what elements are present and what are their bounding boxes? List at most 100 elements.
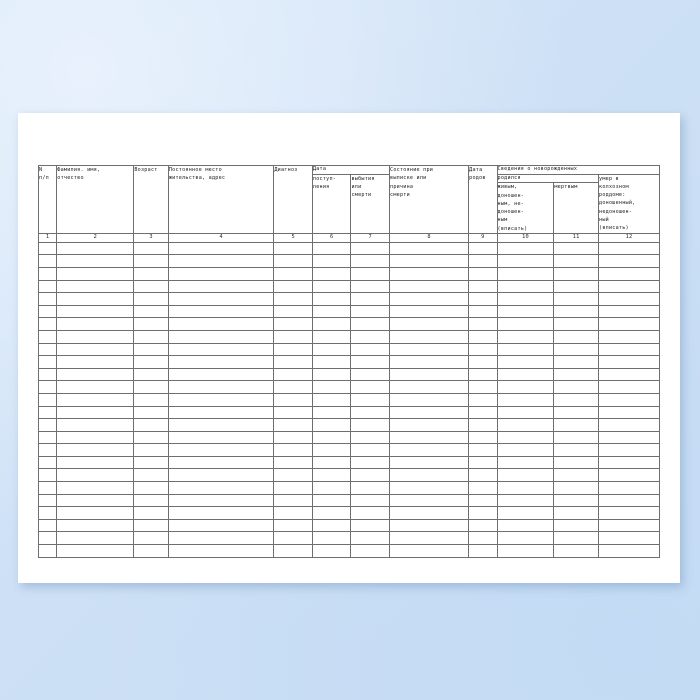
table-cell[interactable]: [311, 292, 352, 306]
table-cell[interactable]: [311, 380, 352, 394]
table-cell[interactable]: [553, 468, 599, 483]
table-cell[interactable]: [56, 241, 135, 256]
table-cell[interactable]: [37, 342, 58, 357]
table-cell[interactable]: [496, 329, 555, 344]
table-cell[interactable]: [468, 254, 498, 268]
table-cell[interactable]: [133, 531, 169, 546]
table-cell[interactable]: [56, 317, 135, 331]
table-cell[interactable]: [133, 241, 169, 256]
table-cell[interactable]: [598, 468, 660, 483]
table-cell[interactable]: [133, 355, 169, 369]
table-cell[interactable]: [273, 304, 313, 319]
table-cell[interactable]: [553, 380, 599, 394]
table-cell[interactable]: [311, 279, 352, 294]
table-cell[interactable]: [311, 392, 352, 407]
table-cell[interactable]: [350, 266, 390, 281]
table-cell[interactable]: [273, 266, 313, 281]
table-cell[interactable]: [388, 443, 470, 457]
table-row[interactable]: [37, 292, 660, 306]
table-cell[interactable]: [167, 329, 275, 344]
table-row[interactable]: [37, 481, 660, 495]
table-row[interactable]: [37, 493, 660, 508]
table-cell[interactable]: [56, 506, 135, 520]
table-cell[interactable]: [553, 493, 599, 508]
table-cell[interactable]: [598, 405, 660, 420]
table-row[interactable]: [37, 254, 660, 268]
table-cell[interactable]: [553, 254, 599, 268]
table-cell[interactable]: [388, 518, 470, 533]
table-cell[interactable]: [496, 342, 555, 357]
table-cell[interactable]: [311, 418, 352, 432]
table-cell[interactable]: [56, 468, 135, 483]
table-cell[interactable]: [598, 342, 660, 357]
table-cell[interactable]: [468, 443, 498, 457]
table-cell[interactable]: [553, 342, 599, 357]
table-cell[interactable]: [273, 531, 313, 546]
table-cell[interactable]: [167, 254, 275, 268]
table-cell[interactable]: [273, 329, 313, 344]
table-cell[interactable]: [496, 405, 555, 420]
table-cell[interactable]: [350, 518, 390, 533]
table-cell[interactable]: [388, 531, 470, 546]
table-row[interactable]: [37, 317, 660, 331]
table-cell[interactable]: [598, 367, 660, 382]
table-cell[interactable]: [133, 317, 169, 331]
table-cell[interactable]: [273, 292, 313, 306]
table-cell[interactable]: [496, 367, 555, 382]
table-cell[interactable]: [496, 279, 555, 294]
table-cell[interactable]: [598, 304, 660, 319]
table-cell[interactable]: [496, 506, 555, 520]
table-cell[interactable]: [56, 329, 135, 344]
table-cell[interactable]: [133, 292, 169, 306]
table-cell[interactable]: [553, 304, 599, 319]
table-cell[interactable]: [598, 392, 660, 407]
table-cell[interactable]: [56, 367, 135, 382]
table-cell[interactable]: [311, 342, 352, 357]
table-cell[interactable]: [553, 266, 599, 281]
table-cell[interactable]: [273, 342, 313, 357]
table-cell[interactable]: [311, 241, 352, 256]
table-cell[interactable]: [133, 380, 169, 394]
table-cell[interactable]: [350, 531, 390, 546]
table-cell[interactable]: [553, 481, 599, 495]
table-cell[interactable]: [56, 455, 135, 470]
table-cell[interactable]: [553, 455, 599, 470]
table-cell[interactable]: [468, 317, 498, 331]
table-cell[interactable]: [496, 392, 555, 407]
table-cell[interactable]: [273, 405, 313, 420]
table-cell[interactable]: [37, 455, 58, 470]
table-cell[interactable]: [468, 380, 498, 394]
table-cell[interactable]: [350, 355, 390, 369]
table-cell[interactable]: [133, 468, 169, 483]
table-row[interactable]: [37, 342, 660, 357]
table-cell[interactable]: [350, 241, 390, 256]
table-cell[interactable]: [133, 544, 169, 558]
table-cell[interactable]: [350, 455, 390, 470]
table-cell[interactable]: [598, 518, 660, 533]
table-cell[interactable]: [468, 392, 498, 407]
table-cell[interactable]: [388, 392, 470, 407]
table-cell[interactable]: [167, 367, 275, 382]
table-cell[interactable]: [37, 380, 58, 394]
table-row[interactable]: [37, 405, 660, 420]
table-cell[interactable]: [496, 317, 555, 331]
table-row[interactable]: [37, 531, 660, 546]
table-cell[interactable]: [56, 342, 135, 357]
table-cell[interactable]: [133, 455, 169, 470]
table-cell[interactable]: [273, 355, 313, 369]
table-cell[interactable]: [37, 405, 58, 420]
table-cell[interactable]: [350, 418, 390, 432]
table-cell[interactable]: [598, 493, 660, 508]
table-cell[interactable]: [167, 292, 275, 306]
table-row[interactable]: [37, 279, 660, 294]
table-cell[interactable]: [388, 405, 470, 420]
table-cell[interactable]: [553, 443, 599, 457]
table-cell[interactable]: [167, 380, 275, 394]
table-cell[interactable]: [167, 342, 275, 357]
table-cell[interactable]: [496, 531, 555, 546]
table-cell[interactable]: [468, 418, 498, 432]
table-cell[interactable]: [553, 292, 599, 306]
table-cell[interactable]: [496, 241, 555, 256]
table-cell[interactable]: [167, 266, 275, 281]
table-cell[interactable]: [167, 304, 275, 319]
